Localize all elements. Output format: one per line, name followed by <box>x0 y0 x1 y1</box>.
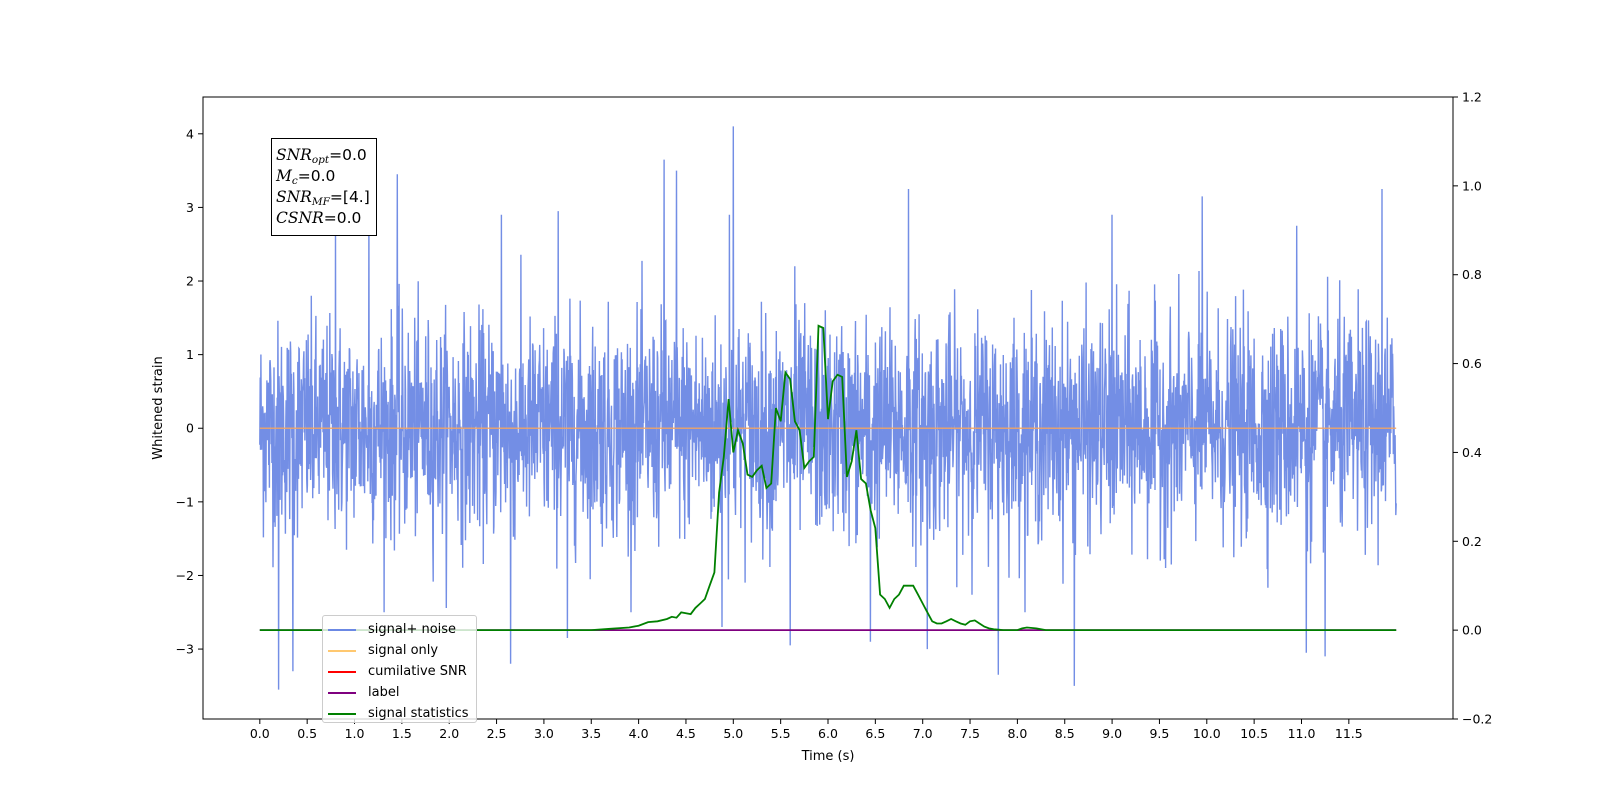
y2-tick-label: 0.2 <box>1462 534 1482 549</box>
x-axis-title: Time (s) <box>801 749 855 764</box>
legend: signal+ noise signal only cumilative SNR… <box>322 615 477 723</box>
x-tick-label: 0.0 <box>250 726 270 741</box>
y-tick-label: 1 <box>186 347 194 362</box>
y2-tick-label: −0.2 <box>1462 712 1492 727</box>
x-tick-label: 4.0 <box>629 726 649 741</box>
x-tick-label: 2.0 <box>439 726 459 741</box>
x-tick-label: 3.0 <box>534 726 554 741</box>
x-tick-label: 0.5 <box>297 726 317 741</box>
legend-item-signal-only: signal only <box>328 640 476 661</box>
x-tick-label: 9.0 <box>1102 726 1122 741</box>
x-tick-label: 6.0 <box>818 726 838 741</box>
x-tick-label: 10.0 <box>1193 726 1221 741</box>
csnr-line: CSNR=0.0 <box>276 209 362 227</box>
y2-tick-label: 0.8 <box>1462 267 1482 282</box>
legend-label: signal statistics <box>368 706 469 721</box>
y-tick-label: 0 <box>186 421 194 436</box>
legend-item-label: label <box>328 682 476 703</box>
legend-item-signal-noise: signal+ noise <box>328 619 476 640</box>
legend-swatch <box>328 628 356 631</box>
x-axis: 0.0 0.5 1.0 1.5 2.0 2.5 3.0 3.5 4.0 4.5 5.0 5.5 6.0 6… <box>250 719 1363 741</box>
y-tick-label: 4 <box>186 126 194 141</box>
y2-tick-label: 1.0 <box>1462 178 1482 193</box>
signal-noise-line <box>259 126 1397 690</box>
legend-swatch <box>328 712 356 715</box>
x-tick-label: 4.5 <box>676 726 696 741</box>
y-tick-label: −1 <box>176 494 194 509</box>
snr-opt-line: SNRopt=0.0 <box>276 146 367 166</box>
legend-swatch <box>328 691 356 694</box>
x-tick-label: 1.0 <box>345 726 365 741</box>
x-tick-label: 10.5 <box>1240 726 1268 741</box>
x-tick-label: 7.5 <box>960 726 980 741</box>
mc-line: Mc=0.0 <box>276 167 336 187</box>
y-axis-right: 1.2 1.0 0.8 0.6 0.4 0.2 0.0 −0.2 <box>1453 90 1492 727</box>
x-tick-label: 5.0 <box>723 726 743 741</box>
x-tick-label: 8.5 <box>1055 726 1075 741</box>
x-tick-label: 11.0 <box>1288 726 1316 741</box>
x-tick-label: 1.5 <box>392 726 412 741</box>
legend-item-signal-statistics: signal statistics <box>328 703 476 724</box>
x-tick-label: 3.5 <box>581 726 601 741</box>
snr-info-box: SNRopt=0.0 Mc=0.0 SNRMF=[4.] CSNR=0.0 <box>271 138 377 236</box>
y2-tick-label: 1.2 <box>1462 90 1482 105</box>
y-tick-label: −3 <box>176 642 194 657</box>
y2-tick-label: 0.0 <box>1462 623 1482 638</box>
y-axis-title: Whitened strain <box>151 356 166 459</box>
legend-swatch <box>328 670 356 673</box>
y-axis-left: 4 3 2 1 0 −1 −2 −3 <box>176 126 203 657</box>
x-tick-label: 2.5 <box>487 726 507 741</box>
legend-item-cumilative-snr: cumilative SNR <box>328 661 476 682</box>
y2-tick-label: 0.6 <box>1462 356 1482 371</box>
y-tick-label: 2 <box>186 274 194 289</box>
signal-noise-series <box>259 126 1397 690</box>
x-tick-label: 5.5 <box>771 726 791 741</box>
snr-mf-line: SNRMF=[4.] <box>276 188 370 208</box>
y-tick-label: 3 <box>186 200 194 215</box>
x-tick-label: 8.0 <box>1007 726 1027 741</box>
x-tick-label: 7.0 <box>913 726 933 741</box>
x-tick-label: 6.5 <box>865 726 885 741</box>
x-tick-label: 9.5 <box>1149 726 1169 741</box>
y-tick-label: −2 <box>176 568 194 583</box>
legend-label: signal only <box>368 643 439 658</box>
x-tick-label: 11.5 <box>1335 726 1363 741</box>
legend-label: cumilative SNR <box>368 664 467 679</box>
y2-tick-label: 0.4 <box>1462 445 1482 460</box>
legend-label: label <box>368 685 400 700</box>
legend-label: signal+ noise <box>368 622 457 637</box>
legend-swatch <box>328 649 356 652</box>
signal-statistics-line <box>259 324 1397 631</box>
